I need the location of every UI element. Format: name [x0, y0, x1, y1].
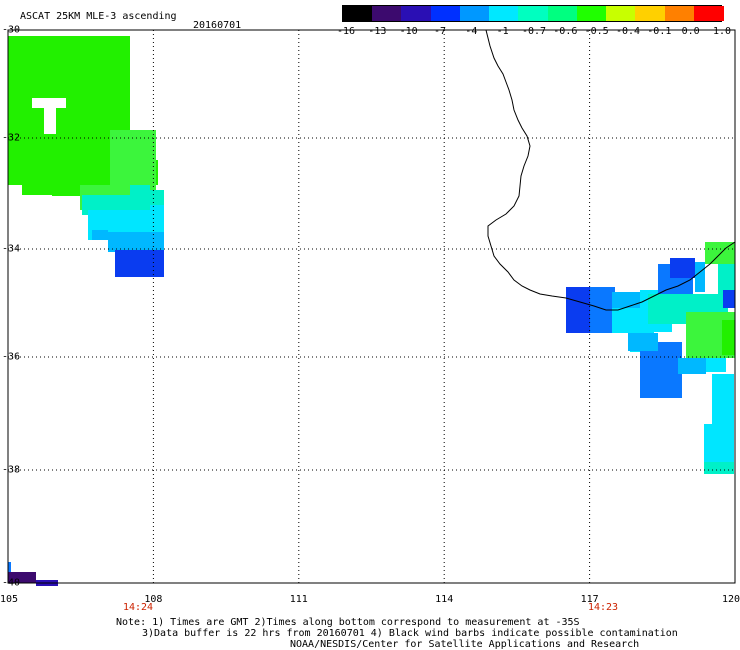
swath-cell [718, 258, 735, 298]
colorbar-segment [459, 6, 491, 21]
swath-cell [704, 424, 734, 464]
colorbar-label: -0.4 [615, 26, 641, 37]
coastline [485, 29, 736, 311]
longitude-label: 108 [144, 594, 163, 605]
colorbar-segment [372, 6, 403, 21]
lat-lon-grid [8, 30, 735, 583]
swath-cell [670, 258, 695, 278]
colorbar-label: -16 [336, 26, 356, 37]
latitude-label: -38 [2, 464, 21, 476]
colorbar-label: -4 [465, 26, 478, 37]
swath-cell [688, 294, 728, 314]
colorbar-segment [664, 6, 695, 21]
colorbar-segment [576, 6, 608, 21]
data-gap [32, 98, 66, 108]
data-gap [44, 108, 56, 134]
colorbar-label: -0.5 [584, 26, 609, 37]
swath-cell [648, 294, 688, 324]
swath-cell [678, 358, 706, 374]
colorbar-segment [401, 6, 432, 21]
latitude-label: -34 [2, 243, 21, 255]
colorbar-segment [635, 6, 666, 21]
swath-cell [722, 320, 735, 355]
swath-cell [110, 130, 156, 190]
colorbar-segment [606, 6, 637, 21]
pass-time-label: 14:24 [122, 602, 154, 613]
latitude-label: -32 [2, 132, 21, 144]
swath-cell [695, 262, 705, 292]
longitude-label: 120 [721, 594, 740, 605]
swath-cell [704, 462, 734, 474]
latitude-label: -36 [2, 351, 21, 363]
map-frame [7, 29, 736, 584]
swath-cell [712, 374, 734, 424]
longitude-label: 105 [0, 594, 19, 605]
swath-cell [8, 36, 130, 136]
swath-cell [150, 205, 164, 235]
longitude-label: 114 [435, 594, 454, 605]
date-label: 20160701 [193, 20, 242, 31]
colorbar-label: -10 [399, 26, 418, 37]
swath-cell [92, 230, 108, 240]
note-line-1: Note: 1) Times are GMT 2)Times along bot… [116, 617, 580, 628]
colorbar-segment [343, 6, 374, 21]
product-title: ASCAT 25KM MLE-3 ascending [20, 11, 177, 22]
colorbar-label: -0.1 [647, 26, 672, 37]
colorbar-label: -1 [496, 26, 509, 37]
swath-cell [108, 232, 164, 252]
colorbar-label: 0.0 [681, 26, 700, 37]
swath-cell [8, 572, 36, 583]
latitude-label: -40 [2, 577, 21, 589]
colorbar-label: -7 [433, 26, 447, 37]
note-line-2: 3)Data buffer is 22 hrs from 20160701 4)… [142, 628, 678, 639]
swath-cell [566, 287, 591, 333]
pass-time-label: 14:23 [587, 602, 619, 613]
colorbar-segment [430, 6, 461, 21]
swath-cell [628, 333, 658, 351]
note-line-3: NOAA/NESDIS/Center for Satellite Applica… [290, 639, 640, 650]
wind-swaths [8, 36, 735, 586]
colorbar-segment [489, 6, 520, 21]
longitude-label: 111 [289, 594, 308, 605]
colorbar-label: -13 [368, 26, 387, 37]
swath-cell [115, 250, 164, 277]
swath-cell [723, 290, 735, 308]
colorbar-segment [693, 6, 724, 21]
colorbar [342, 5, 724, 22]
colorbar-label: -0.7 [521, 26, 547, 37]
swath-cell [8, 562, 11, 578]
swath-cell [612, 292, 642, 312]
colorbar-segment [518, 6, 549, 21]
swath-cell [706, 358, 726, 372]
latitude-label: -30 [2, 24, 21, 36]
swath-cell [52, 190, 82, 196]
colorbar-label: 1.0 [712, 26, 732, 37]
colorbar-segment [547, 6, 578, 21]
longitude-label: 117 [580, 594, 599, 605]
colorbar-label: -0.6 [553, 26, 578, 37]
swath-cell [660, 370, 680, 398]
